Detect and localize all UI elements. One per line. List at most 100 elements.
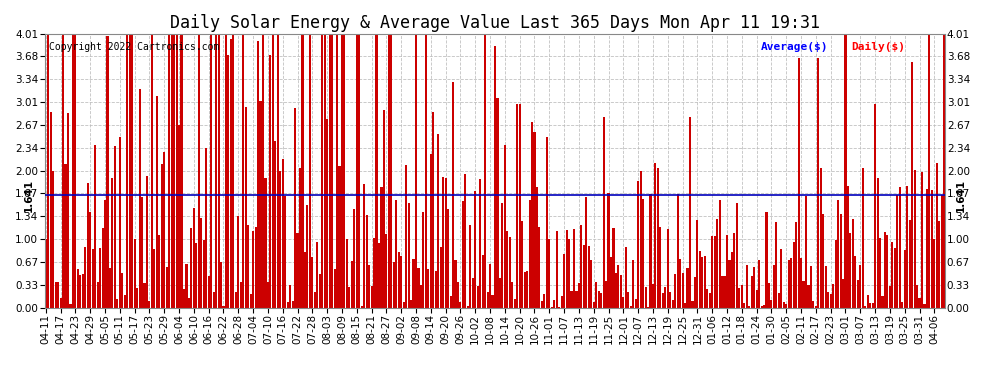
Bar [659, 227, 661, 308]
Bar [656, 168, 659, 308]
Bar [739, 288, 741, 308]
Bar [608, 193, 610, 308]
Bar [292, 301, 294, 307]
Bar [780, 249, 782, 308]
Bar [623, 297, 625, 307]
Bar [348, 286, 350, 308]
Bar [316, 242, 319, 308]
Bar [454, 260, 456, 308]
Bar [755, 290, 757, 308]
Bar [331, 34, 334, 308]
Bar [511, 282, 514, 308]
Bar [861, 168, 864, 308]
Bar [840, 214, 842, 308]
Bar [245, 107, 247, 308]
Bar [866, 295, 869, 307]
Bar [272, 34, 274, 308]
Bar [711, 236, 713, 308]
Bar [706, 289, 708, 308]
Bar [104, 201, 106, 308]
Bar [743, 303, 745, 307]
Bar [496, 98, 499, 308]
Bar [358, 34, 360, 308]
Bar [654, 163, 656, 308]
Bar [583, 245, 585, 308]
Bar [553, 300, 555, 307]
Bar [721, 276, 723, 308]
Bar [701, 257, 703, 307]
Bar [462, 201, 464, 308]
Bar [803, 280, 805, 308]
Bar [674, 274, 676, 308]
Bar [92, 249, 94, 308]
Bar [931, 189, 933, 308]
Bar [131, 34, 134, 308]
Bar [835, 240, 837, 308]
Bar [301, 34, 304, 308]
Bar [783, 302, 785, 307]
Bar [911, 62, 913, 308]
Bar [726, 235, 728, 308]
Bar [904, 250, 906, 307]
Bar [77, 268, 79, 308]
Bar [833, 284, 835, 308]
Bar [334, 269, 336, 308]
Bar [640, 171, 642, 308]
Bar [876, 178, 878, 308]
Bar [704, 256, 706, 307]
Bar [544, 294, 545, 307]
Bar [119, 137, 121, 308]
Bar [324, 34, 326, 308]
Text: 1.641: 1.641 [24, 179, 34, 212]
Bar [233, 34, 235, 308]
Bar [230, 39, 232, 308]
Bar [788, 260, 790, 308]
Bar [828, 292, 830, 308]
Bar [901, 302, 903, 307]
Bar [418, 268, 420, 308]
Bar [344, 34, 346, 308]
Bar [469, 225, 471, 308]
Bar [452, 82, 454, 308]
Bar [555, 231, 557, 308]
Bar [934, 239, 936, 308]
Bar [329, 34, 331, 308]
Bar [519, 105, 521, 308]
Bar [282, 159, 284, 308]
Bar [257, 41, 259, 308]
Bar [415, 34, 417, 308]
Bar [410, 300, 412, 307]
Bar [193, 208, 195, 308]
Bar [628, 292, 630, 308]
Bar [403, 302, 405, 307]
Bar [593, 302, 595, 307]
Bar [813, 302, 815, 307]
Bar [435, 271, 437, 308]
Bar [373, 238, 375, 308]
Bar [854, 256, 856, 307]
Bar [565, 230, 567, 308]
Bar [447, 209, 449, 308]
Bar [548, 239, 550, 308]
Bar [155, 96, 157, 308]
Bar [385, 234, 387, 308]
Bar [539, 227, 541, 308]
Bar [433, 112, 435, 308]
Bar [684, 303, 686, 307]
Bar [859, 265, 861, 308]
Bar [474, 191, 476, 308]
Bar [536, 188, 538, 308]
Text: 1.641: 1.641 [956, 179, 966, 212]
Bar [825, 266, 827, 308]
Bar [464, 174, 466, 308]
Bar [649, 194, 651, 308]
Bar [506, 231, 509, 308]
Bar [846, 186, 849, 308]
Bar [595, 282, 597, 308]
Bar [919, 298, 921, 307]
Bar [203, 240, 205, 308]
Bar [714, 236, 716, 308]
Bar [210, 34, 212, 308]
Bar [287, 302, 289, 307]
Bar [153, 249, 155, 308]
